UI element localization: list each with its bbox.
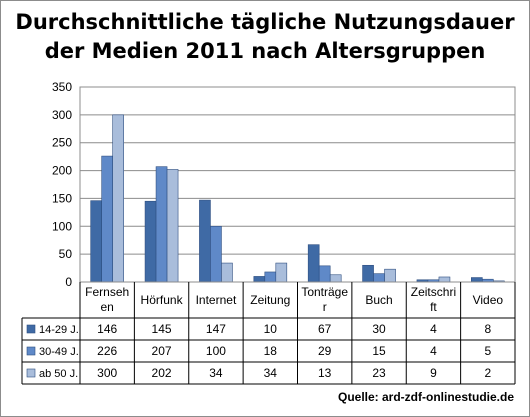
y-tick-label: 350 <box>52 80 72 94</box>
bar <box>253 276 266 283</box>
x-tick-label: Buch <box>365 293 392 307</box>
data-label: 5 <box>484 344 491 358</box>
x-tick-label: Hörfunk <box>141 293 184 307</box>
bar <box>221 262 233 283</box>
y-tick-label: 150 <box>52 191 72 205</box>
data-label: 300 <box>97 366 117 380</box>
data-label: 34 <box>209 366 223 380</box>
data-label: 34 <box>264 366 278 380</box>
data-label: 67 <box>318 322 332 336</box>
data-label: 146 <box>97 322 117 336</box>
legend-key <box>26 368 36 378</box>
data-label: 10 <box>264 322 278 336</box>
bar <box>275 262 288 283</box>
x-tick-label: Zeitschri ft <box>411 285 456 314</box>
bar <box>210 225 222 283</box>
chart-title-line-1: Durchschnittliche tägliche Nutzungsdauer <box>15 10 515 34</box>
bar <box>373 273 385 283</box>
data-label: 23 <box>372 366 386 380</box>
data-label: 29 <box>318 344 332 358</box>
y-tick-label: 0 <box>65 275 72 289</box>
bar <box>155 166 168 283</box>
x-tick-label: Tonträge r <box>301 285 348 314</box>
y-tick-label: 100 <box>52 219 72 233</box>
legend-key <box>26 346 36 356</box>
data-label: 8 <box>484 322 491 336</box>
bar <box>471 277 483 283</box>
chart-title: Durchschnittliche tägliche Nutzungsdauer… <box>0 8 530 66</box>
y-tick-label: 200 <box>52 164 72 178</box>
bar <box>199 199 211 283</box>
data-label: 13 <box>318 366 332 380</box>
x-tick-label: Zeitung <box>250 293 290 307</box>
bar <box>384 268 396 283</box>
bar <box>264 271 277 283</box>
y-tick-label: 50 <box>59 247 73 261</box>
legend-label: ab 50 J. <box>39 368 78 380</box>
bar <box>318 265 331 283</box>
bar <box>112 114 124 283</box>
bar <box>90 200 102 283</box>
data-label: 4 <box>430 322 437 336</box>
data-label: 145 <box>152 322 172 336</box>
data-label: 2 <box>484 366 491 380</box>
y-tick-label: 250 <box>52 136 72 150</box>
x-tick-label: Fernseh en <box>85 285 129 314</box>
bar <box>438 276 451 283</box>
data-label: 226 <box>97 344 117 358</box>
legend-label: 14-29 J. <box>39 324 79 336</box>
bar <box>307 244 320 283</box>
data-label: 4 <box>430 344 437 358</box>
bar <box>329 274 342 283</box>
bar <box>362 264 374 283</box>
bar <box>166 169 179 283</box>
data-label: 202 <box>152 366 172 380</box>
bar <box>144 200 157 283</box>
data-label: 18 <box>264 344 278 358</box>
data-label: 9 <box>430 366 437 380</box>
bar <box>101 155 113 283</box>
data-label: 100 <box>206 344 226 358</box>
data-label: 207 <box>152 344 172 358</box>
legend-label: 30-49 J. <box>39 346 79 358</box>
y-tick-label: 300 <box>52 108 72 122</box>
data-label: 15 <box>372 344 386 358</box>
legend-key <box>26 324 36 334</box>
data-label: 30 <box>372 322 386 336</box>
chart-title-line-2: der Medien 2011 nach Altersgruppen <box>44 39 486 63</box>
x-tick-label: Video <box>473 293 504 307</box>
data-label: 147 <box>206 322 226 336</box>
source-note: Quelle: ard-zdf-onlinestudie.de <box>337 390 514 404</box>
x-tick-label: Internet <box>196 293 237 307</box>
